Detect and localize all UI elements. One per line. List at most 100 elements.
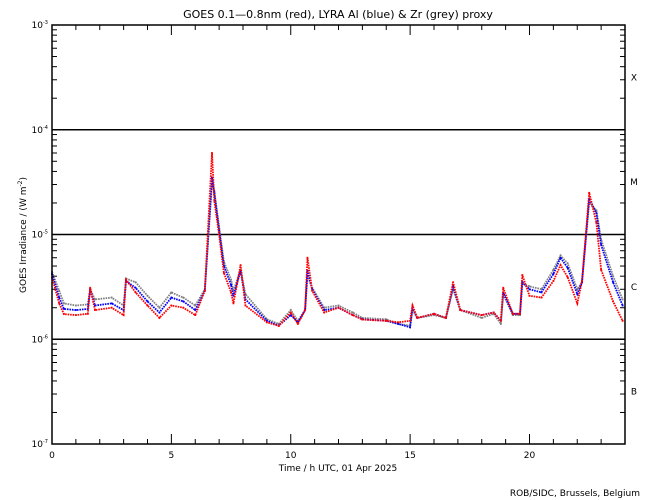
data-point bbox=[559, 264, 562, 267]
data-point bbox=[511, 314, 514, 317]
data-point bbox=[146, 304, 149, 307]
data-point bbox=[559, 256, 562, 259]
data-point bbox=[211, 152, 213, 154]
series-line-goes-0-1-0-8nm bbox=[51, 152, 624, 327]
flare-class-label-X: X bbox=[631, 73, 637, 83]
data-point bbox=[323, 306, 326, 309]
data-point bbox=[595, 209, 598, 212]
data-point bbox=[297, 323, 299, 325]
data-point bbox=[170, 296, 173, 299]
data-point bbox=[337, 306, 340, 309]
data-point bbox=[576, 293, 579, 295]
data-point bbox=[89, 286, 92, 289]
data-point bbox=[58, 289, 61, 292]
data-point bbox=[409, 326, 412, 329]
data-point bbox=[134, 286, 137, 289]
y-tick-label: 10-3 bbox=[32, 20, 48, 31]
data-point bbox=[600, 243, 603, 246]
data-point bbox=[595, 212, 598, 215]
data-point bbox=[94, 309, 96, 311]
data-point bbox=[110, 302, 113, 305]
data-point bbox=[265, 321, 268, 324]
y-tick-exponent: -3 bbox=[43, 20, 48, 26]
data-point bbox=[232, 302, 235, 305]
data-point bbox=[110, 296, 113, 299]
data-point bbox=[519, 312, 521, 315]
data-point bbox=[146, 300, 149, 303]
data-point bbox=[86, 312, 89, 315]
data-point bbox=[385, 319, 388, 322]
series-line-lyra-zr-proxy bbox=[51, 184, 624, 327]
chart-title: GOES 0.1—0.8nm (red), LYRA Al (blue) & Z… bbox=[183, 8, 493, 21]
y-tick-label: 10-4 bbox=[32, 125, 48, 136]
data-point bbox=[134, 281, 137, 284]
data-point bbox=[182, 306, 185, 309]
data-point bbox=[289, 309, 292, 311]
x-tick-label: 0 bbox=[49, 451, 55, 461]
data-point bbox=[311, 288, 314, 291]
data-point bbox=[492, 312, 495, 315]
data-point bbox=[211, 176, 213, 179]
data-point bbox=[480, 314, 483, 317]
data-point bbox=[110, 306, 113, 309]
data-point bbox=[218, 233, 221, 236]
data-point bbox=[411, 304, 414, 307]
series-line-lyra-al-proxy bbox=[51, 177, 624, 329]
data-point bbox=[289, 314, 292, 317]
data-point bbox=[170, 291, 173, 294]
y-tick-base: 10 bbox=[32, 231, 44, 241]
data-point bbox=[323, 309, 326, 311]
data-point bbox=[230, 284, 232, 286]
data-point bbox=[492, 311, 495, 314]
data-point bbox=[576, 302, 579, 305]
data-point bbox=[265, 318, 268, 321]
y-tick-exponent: -6 bbox=[43, 334, 48, 340]
data-point bbox=[213, 199, 216, 202]
data-point bbox=[125, 278, 127, 281]
data-point bbox=[566, 276, 569, 279]
data-point bbox=[528, 294, 531, 297]
data-point bbox=[58, 296, 61, 299]
data-point bbox=[232, 289, 235, 292]
data-point bbox=[182, 296, 185, 299]
data-point bbox=[244, 304, 247, 307]
y-tick-base: 10 bbox=[32, 440, 44, 450]
data-point bbox=[528, 288, 531, 291]
data-point bbox=[445, 316, 447, 319]
data-point bbox=[122, 314, 125, 317]
data-point bbox=[612, 275, 614, 278]
data-point bbox=[416, 316, 419, 319]
data-point bbox=[612, 281, 614, 284]
data-point bbox=[521, 281, 524, 284]
data-point bbox=[170, 304, 173, 307]
data-point bbox=[74, 309, 77, 311]
data-point bbox=[323, 311, 326, 314]
data-point bbox=[452, 281, 454, 284]
data-point bbox=[499, 323, 502, 325]
data-point bbox=[397, 321, 400, 324]
data-point bbox=[502, 286, 505, 289]
x-tick-label: 20 bbox=[524, 451, 536, 461]
data-point bbox=[361, 316, 364, 319]
data-point bbox=[540, 288, 543, 291]
data-point bbox=[521, 274, 524, 276]
data-point bbox=[511, 312, 514, 315]
data-point bbox=[595, 221, 598, 224]
flare-class-label-B: B bbox=[631, 388, 637, 398]
y-tick-label: 10-7 bbox=[32, 439, 48, 450]
data-point bbox=[621, 304, 624, 307]
data-point bbox=[63, 302, 65, 305]
data-point bbox=[566, 266, 569, 269]
data-point bbox=[277, 323, 280, 325]
data-point bbox=[194, 314, 197, 317]
y-tick-exponent: -7 bbox=[43, 439, 48, 445]
data-point bbox=[230, 278, 232, 281]
data-point bbox=[203, 289, 206, 292]
data-point bbox=[158, 311, 161, 314]
data-point bbox=[63, 307, 65, 310]
x-tick-label: 5 bbox=[169, 451, 175, 461]
data-point bbox=[94, 304, 96, 307]
y-tick-exponent: -4 bbox=[43, 125, 48, 131]
data-point bbox=[63, 313, 65, 315]
y-tick-base: 10 bbox=[32, 21, 44, 31]
